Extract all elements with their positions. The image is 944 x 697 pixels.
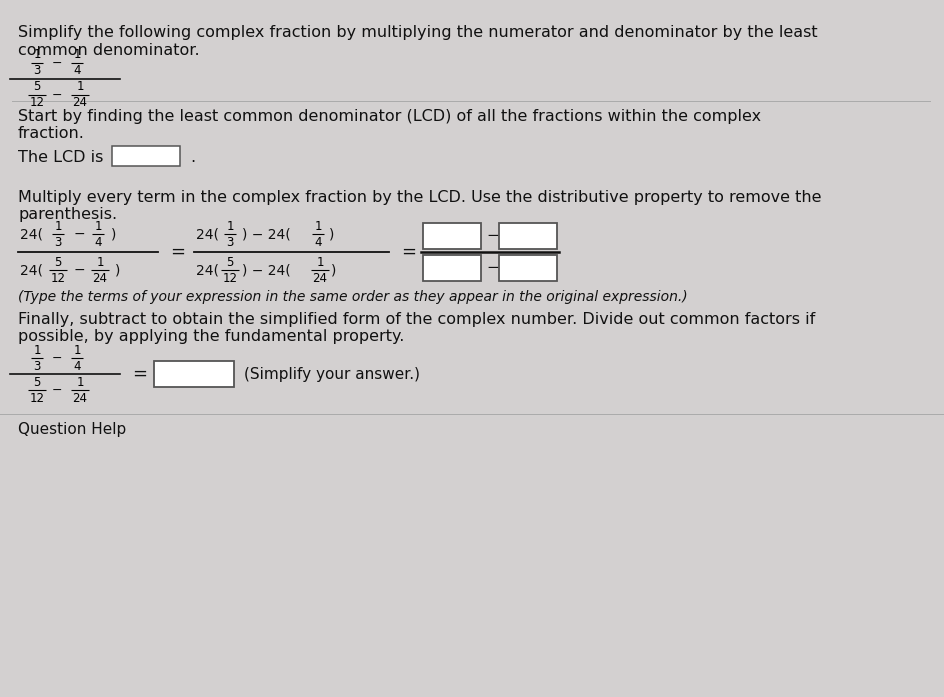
Text: Simplify the following complex fraction by multiplying the numerator and denomin: Simplify the following complex fraction …: [18, 25, 818, 40]
Text: The LCD is: The LCD is: [18, 150, 104, 165]
FancyBboxPatch shape: [154, 361, 234, 387]
Text: 4: 4: [94, 236, 102, 249]
Text: .: .: [190, 150, 195, 165]
Text: 3: 3: [55, 236, 61, 249]
Text: Multiply every term in the complex fraction by the LCD. Use the distributive pro: Multiply every term in the complex fract…: [18, 190, 821, 205]
Text: 1: 1: [94, 220, 102, 233]
Text: 24: 24: [73, 392, 88, 404]
Text: 3: 3: [227, 236, 234, 249]
FancyBboxPatch shape: [423, 255, 481, 281]
FancyBboxPatch shape: [499, 255, 557, 281]
Text: possible, by applying the fundamental property.: possible, by applying the fundamental pr…: [18, 329, 404, 344]
Text: 12: 12: [29, 96, 44, 109]
Text: 24: 24: [93, 272, 108, 284]
Text: 1: 1: [54, 220, 61, 233]
Text: 1: 1: [33, 344, 41, 356]
Text: fraction.: fraction.: [18, 126, 85, 141]
Text: Start by finding the least common denominator (LCD) of all the fractions within : Start by finding the least common denomi…: [18, 109, 761, 124]
Text: 1: 1: [314, 220, 322, 233]
Text: 4: 4: [314, 236, 322, 249]
Text: 12: 12: [223, 272, 238, 284]
Text: 24(: 24(: [20, 263, 43, 277]
Text: Finally, subtract to obtain the simplified form of the complex number. Divide ou: Finally, subtract to obtain the simplifi…: [18, 312, 816, 327]
Text: 24(: 24(: [196, 227, 219, 241]
Text: 1: 1: [227, 220, 234, 233]
Text: 5: 5: [33, 80, 41, 93]
Text: 3: 3: [33, 65, 41, 77]
FancyBboxPatch shape: [423, 223, 481, 249]
Text: 1: 1: [316, 256, 324, 268]
FancyBboxPatch shape: [499, 223, 557, 249]
Text: =: =: [132, 365, 147, 383]
Text: −: −: [52, 383, 62, 397]
Text: −: −: [52, 89, 62, 102]
Text: 5: 5: [55, 256, 61, 268]
Text: ): ): [115, 263, 121, 277]
Text: 12: 12: [50, 272, 65, 284]
Text: ) − 24(: ) − 24(: [242, 227, 291, 241]
Text: 4: 4: [74, 360, 81, 372]
Text: 1: 1: [74, 344, 81, 356]
Text: 4: 4: [74, 65, 81, 77]
Text: parenthesis.: parenthesis.: [18, 207, 117, 222]
Text: 24: 24: [73, 96, 88, 109]
Text: =: =: [170, 243, 185, 261]
Text: ): ): [111, 227, 116, 241]
Text: −: −: [52, 351, 62, 365]
Text: 3: 3: [33, 360, 41, 372]
Text: 5: 5: [33, 376, 41, 388]
Text: 5: 5: [227, 256, 234, 268]
Text: (Simplify your answer.): (Simplify your answer.): [244, 367, 420, 381]
Text: ): ): [329, 227, 334, 241]
Text: −: −: [486, 261, 498, 275]
Text: 1: 1: [76, 376, 84, 388]
Text: 24: 24: [312, 272, 328, 284]
Text: Question Help: Question Help: [18, 422, 126, 437]
Text: ) − 24(: ) − 24(: [242, 263, 291, 277]
Text: 1: 1: [33, 49, 41, 61]
Text: (Type the terms of your expression in the same order as they appear in the origi: (Type the terms of your expression in th…: [18, 290, 687, 304]
Text: 1: 1: [76, 80, 84, 93]
Text: =: =: [401, 243, 416, 261]
Text: ): ): [331, 263, 336, 277]
Text: common denominator.: common denominator.: [18, 43, 199, 58]
Text: 1: 1: [96, 256, 104, 268]
Text: 12: 12: [29, 392, 44, 404]
Text: 24(: 24(: [196, 263, 219, 277]
Text: −: −: [486, 229, 498, 243]
Text: −: −: [74, 263, 86, 277]
Text: −: −: [74, 227, 86, 241]
Text: −: −: [52, 56, 62, 70]
Text: 1: 1: [74, 49, 81, 61]
Text: 24(: 24(: [20, 227, 43, 241]
FancyBboxPatch shape: [112, 146, 180, 166]
